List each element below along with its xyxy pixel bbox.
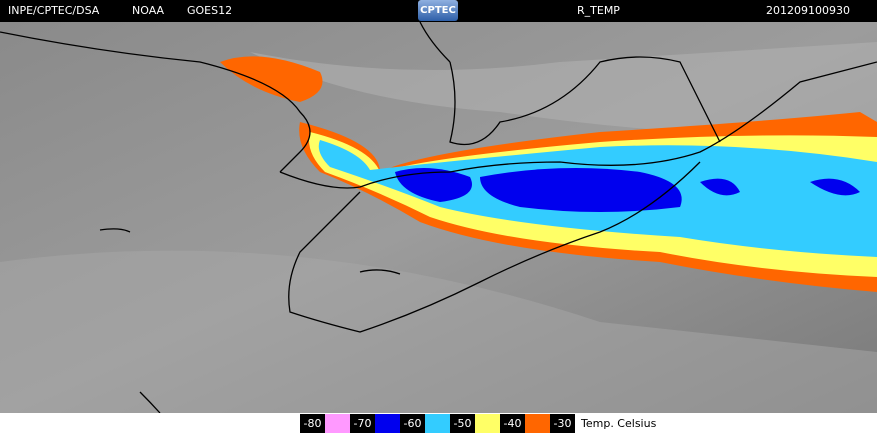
cloud-area	[220, 56, 323, 102]
header-bar: INPE/CPTEC/DSA NOAA GOES12 CPTEC R_TEMP …	[0, 0, 877, 22]
legend-label: -70	[350, 414, 375, 433]
satellite: GOES12	[187, 4, 233, 17]
agency: NOAA	[132, 4, 165, 17]
legend-label: -50	[450, 414, 475, 433]
product: R_TEMP	[577, 4, 620, 17]
legend-unit: Temp. Celsius	[581, 417, 657, 430]
legend-swatch	[525, 414, 550, 433]
cloud-area	[700, 178, 740, 196]
legend-label: -30	[550, 414, 575, 433]
source: INPE/CPTEC/DSA	[8, 4, 100, 17]
timestamp: 201209100930	[766, 4, 850, 17]
cloud-area	[810, 178, 860, 196]
cloud-haze	[0, 250, 877, 413]
legend-swatch	[475, 414, 500, 433]
legend-swatch	[375, 414, 400, 433]
legend-label: -60	[400, 414, 425, 433]
legend-label: -40	[500, 414, 525, 433]
legend-swatch	[425, 414, 450, 433]
cloud-area	[395, 168, 472, 202]
cloud-haze	[250, 42, 877, 135]
legend: -80 -70 -60 -50 -40 -30 Temp. Celsius	[300, 414, 656, 433]
cloud-band	[220, 56, 877, 292]
logo: CPTEC	[418, 0, 458, 21]
legend-label: -80	[300, 414, 325, 433]
cloud-area	[480, 168, 682, 212]
legend-swatch	[325, 414, 350, 433]
satellite-image	[0, 22, 877, 413]
borders	[0, 22, 877, 413]
